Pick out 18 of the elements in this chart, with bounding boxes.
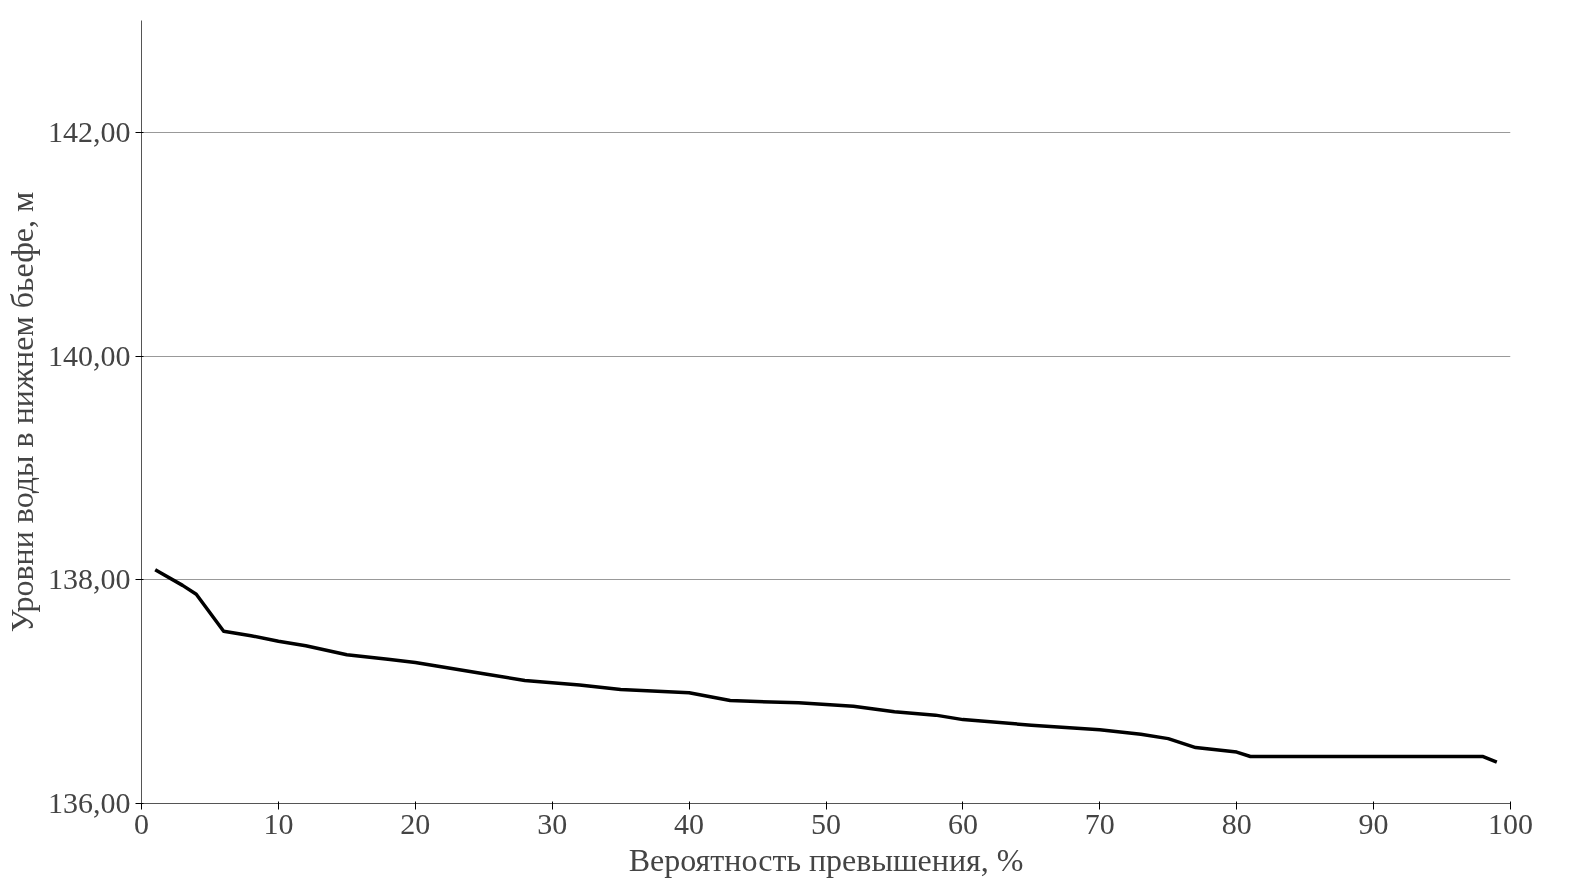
- x-tick-label: 50: [811, 806, 841, 840]
- y-tick-label: 136,00: [48, 786, 131, 819]
- x-tick-label: 10: [263, 806, 294, 840]
- x-tick-label: 100: [1488, 806, 1533, 840]
- y-tick-label: 140,00: [48, 338, 131, 372]
- x-tick-label: 40: [674, 806, 705, 840]
- line-series: [153, 567, 1499, 764]
- x-axis-title: Вероятность превышения, %: [628, 841, 1024, 878]
- x-tick-label: 20: [400, 806, 431, 840]
- x-tick-label: 80: [1221, 806, 1252, 840]
- x-tick-label: 30: [537, 806, 568, 840]
- x-tick-label: 60: [947, 806, 978, 840]
- y-tick-label: 142,00: [48, 114, 131, 148]
- x-tick-label: 70: [1084, 806, 1115, 840]
- y-tick-label: 138,00: [48, 562, 131, 596]
- x-tick-label: 0: [134, 806, 149, 840]
- y-axis-title: Уровни воды в нижнем бьефе, м: [4, 191, 40, 633]
- x-tick-label: 90: [1358, 806, 1389, 840]
